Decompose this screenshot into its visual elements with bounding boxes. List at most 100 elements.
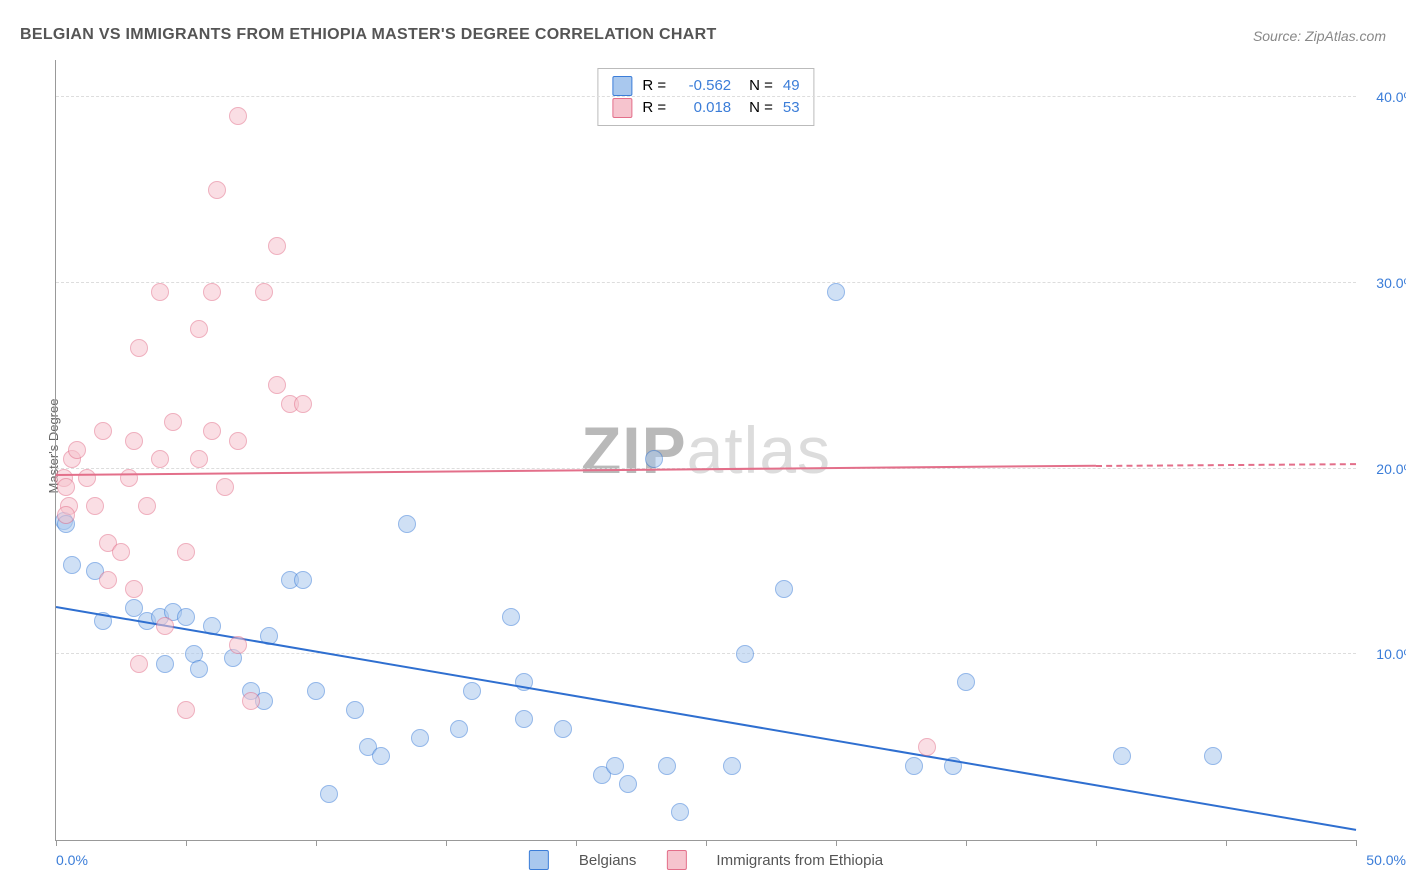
scatter-point [372,747,390,765]
scatter-point [138,497,156,515]
stat-r-label: R = [642,75,666,97]
scatter-point [78,469,96,487]
scatter-point [164,413,182,431]
watermark-atlas: atlas [687,413,831,487]
stat-r-value-2: 0.018 [676,97,731,119]
scatter-point [827,283,845,301]
scatter-point [63,556,81,574]
watermark: ZIPatlas [581,412,831,488]
scatter-point [398,515,416,533]
scatter-point [242,692,260,710]
gridline [56,96,1356,97]
x-tick [316,840,317,846]
scatter-point [268,237,286,255]
gridline [56,653,1356,654]
scatter-point [606,757,624,775]
scatter-point [156,617,174,635]
x-tick [1226,840,1227,846]
scatter-point [671,803,689,821]
swatch-series-1 [529,850,549,870]
scatter-point [502,608,520,626]
legend-label-1: Belgians [579,852,637,869]
x-tick [446,840,447,846]
scatter-point [190,320,208,338]
scatter-point [229,107,247,125]
x-tick [576,840,577,846]
scatter-point [94,422,112,440]
scatter-point [957,673,975,691]
stat-n-label: N = [749,97,773,119]
stat-row: R = 0.018 N = 53 [612,97,799,119]
scatter-point [177,608,195,626]
scatter-point [255,283,273,301]
stat-row: R = -0.562 N = 49 [612,75,799,97]
x-axis-max-label: 50.0% [1366,852,1406,868]
x-tick [56,840,57,846]
gridline [56,282,1356,283]
scatter-point [125,580,143,598]
scatter-point [723,757,741,775]
scatter-point [229,432,247,450]
scatter-point [99,571,117,589]
stat-r-value-1: -0.562 [676,75,731,97]
scatter-point [57,478,75,496]
scatter-point [125,432,143,450]
scatter-point [515,710,533,728]
scatter-point [1204,747,1222,765]
watermark-zip: ZIP [581,413,687,487]
scatter-point [645,450,663,468]
swatch-series-2 [612,98,632,118]
scatter-point [411,729,429,747]
scatter-point [918,738,936,756]
scatter-point [450,720,468,738]
scatter-point [151,283,169,301]
scatter-point [190,660,208,678]
x-tick [1356,840,1357,846]
scatter-point [130,655,148,673]
scatter-point [619,775,637,793]
y-tick-label: 30.0% [1361,275,1406,291]
stat-r-label: R = [642,97,666,119]
trendline [56,606,1356,831]
x-tick [836,840,837,846]
y-tick-label: 10.0% [1361,646,1406,662]
scatter-point [190,450,208,468]
chart-title: BELGIAN VS IMMIGRANTS FROM ETHIOPIA MAST… [20,26,717,44]
scatter-point [120,469,138,487]
scatter-point [268,376,286,394]
scatter-point [554,720,572,738]
scatter-point [151,450,169,468]
scatter-point [320,785,338,803]
stat-n-value-2: 53 [783,97,800,119]
stat-n-label: N = [749,75,773,97]
scatter-point [177,701,195,719]
scatter-point [1113,747,1131,765]
scatter-point [294,395,312,413]
scatter-point [203,422,221,440]
scatter-point [130,339,148,357]
scatter-point [775,580,793,598]
legend-label-2: Immigrants from Ethiopia [716,852,883,869]
scatter-point [216,478,234,496]
scatter-plot: ZIPatlas R = -0.562 N = 49 R = 0.018 N =… [55,60,1356,841]
swatch-series-2 [666,850,686,870]
scatter-point [177,543,195,561]
x-tick [966,840,967,846]
x-tick [706,840,707,846]
scatter-point [905,757,923,775]
scatter-point [736,645,754,663]
source-label: Source: ZipAtlas.com [1253,28,1386,44]
scatter-point [68,441,86,459]
stat-n-value-1: 49 [783,75,800,97]
trendline [56,465,1096,476]
scatter-point [346,701,364,719]
scatter-point [86,497,104,515]
bottom-legend: Belgians Immigrants from Ethiopia [529,850,883,870]
scatter-point [463,682,481,700]
scatter-point [294,571,312,589]
y-tick-label: 40.0% [1361,89,1406,105]
trendline-extrapolated [1096,463,1356,467]
scatter-point [208,181,226,199]
scatter-point [307,682,325,700]
scatter-point [229,636,247,654]
